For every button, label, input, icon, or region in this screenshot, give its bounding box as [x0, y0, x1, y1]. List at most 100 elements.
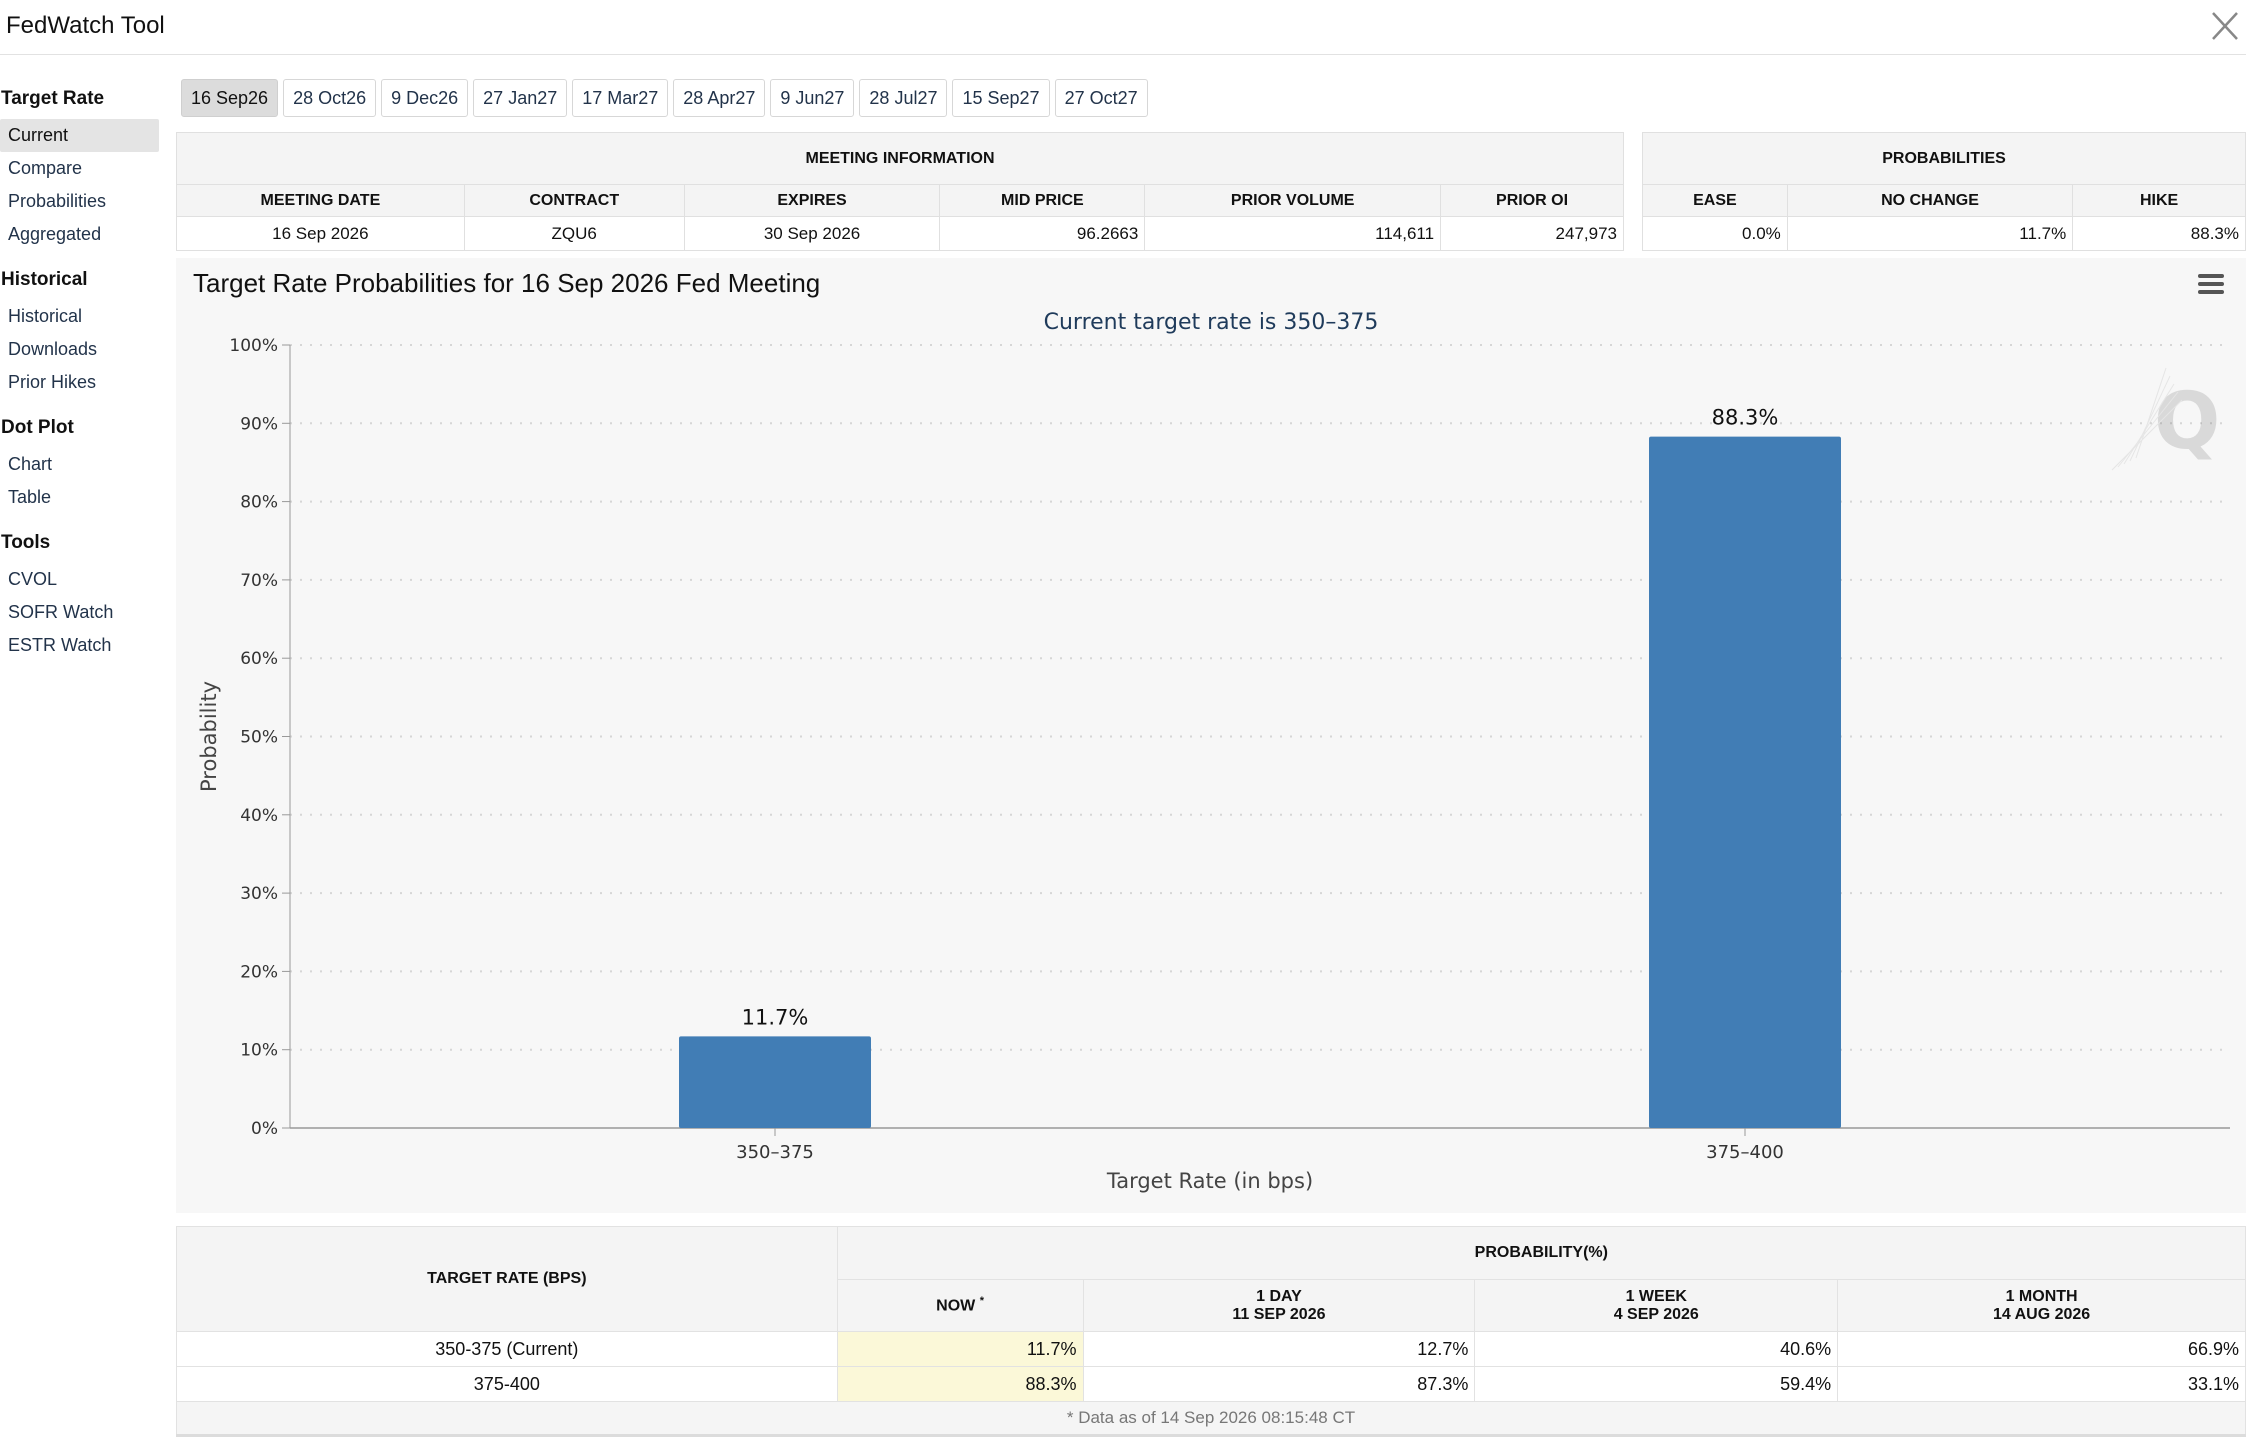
y-tick-label: 40%: [240, 806, 278, 826]
now-cell: 11.7%: [836, 1331, 1084, 1367]
contract-cell: ZQU6: [463, 216, 685, 251]
table-row: 375-400 88.3% 87.3% 59.4% 33.1%: [176, 1366, 2246, 1402]
sidebar-item-probabilities[interactable]: Probabilities: [8, 191, 107, 211]
column-header: EXPIRES: [683, 184, 941, 217]
x-tick-label: 375–400: [1706, 1142, 1784, 1163]
meeting-tabs: 16 Sep26 28 Oct26 9 Dec26 27 Jan27 17 Ma…: [181, 79, 1148, 117]
rate-cell: 375-400: [176, 1366, 838, 1402]
sidebar-item-cvol[interactable]: CVOL: [8, 569, 58, 589]
sidebar-item-current[interactable]: Current: [0, 119, 159, 152]
tab-28-apr27[interactable]: 28 Apr27: [673, 79, 766, 117]
column-header: EASE: [1642, 184, 1788, 217]
nav-heading: Dot Plot: [1, 417, 74, 438]
data-label: 88.3%: [1712, 406, 1779, 430]
target-rate-probability-table: TARGET RATE (BPS) PROBABILITY(%) NOW * 1…: [176, 1226, 2246, 1437]
nav-heading: Tools: [1, 532, 51, 553]
tab-27-oct27[interactable]: 27 Oct27: [1054, 79, 1148, 117]
sidebar-item-chart[interactable]: Chart: [8, 454, 53, 474]
one-week-header: 1 WEEK 4 SEP 2026: [1474, 1279, 1839, 1332]
nav-section-historical: Historical Historical Downloads Prior Hi…: [0, 259, 160, 399]
now-header: NOW *: [836, 1279, 1084, 1332]
data-label: 11.7%: [742, 1005, 809, 1029]
y-axis-title: Probability: [197, 681, 221, 792]
tab-28-jul27[interactable]: 28 Jul27: [859, 79, 948, 117]
column-header: MEETING DATE: [176, 184, 465, 217]
column-header: MID PRICE: [939, 184, 1146, 217]
one-day-cell: 87.3%: [1082, 1366, 1476, 1402]
app-title: FedWatch Tool: [6, 12, 165, 39]
tab-9-jun27[interactable]: 9 Jun27: [770, 79, 855, 117]
chart-title: Target Rate Probabilities for 16 Sep 202…: [193, 268, 821, 298]
y-tick-label: 100%: [229, 336, 278, 356]
one-week-cell: 40.6%: [1474, 1331, 1839, 1367]
sidebar-item-sofr-watch[interactable]: SOFR Watch: [8, 602, 114, 622]
hike-cell: 88.3%: [2072, 216, 2246, 251]
tab-15-sep27[interactable]: 15 Sep27: [952, 79, 1050, 117]
table-row: 16 Sep 2026 ZQU6 30 Sep 2026 96.2663 114…: [176, 216, 1624, 251]
one-day-cell: 12.7%: [1082, 1331, 1476, 1367]
tab-16-sep26[interactable]: 16 Sep26: [181, 79, 279, 117]
probabilities-table: PROBABILITIES EASE NO CHANGE HIKE 0.0% 1…: [1642, 132, 2246, 251]
table-row: 0.0% 11.7% 88.3%: [1642, 216, 2246, 251]
one-week-cell: 59.4%: [1474, 1366, 1839, 1402]
sidebar-nav: Target Rate Current Compare Probabilitie…: [0, 78, 160, 670]
y-tick-label: 90%: [240, 414, 278, 434]
nav-section-tools: Tools CVOL SOFR Watch ESTR Watch: [0, 522, 160, 662]
bar: [1649, 436, 1841, 1129]
chart-subtitle: Current target rate is 350–375: [1044, 310, 1379, 335]
data-timestamp-footnote: * Data as of 14 Sep 2026 08:15:48 CT: [176, 1401, 2246, 1436]
sidebar-item-table[interactable]: Table: [8, 487, 52, 507]
nav-heading: Target Rate: [1, 88, 105, 109]
meeting-info-caption: MEETING INFORMATION: [176, 132, 1624, 185]
column-header: PRIOR VOLUME: [1144, 184, 1442, 217]
y-tick-label: 80%: [240, 493, 278, 513]
footnote-star: *: [979, 1295, 985, 1308]
svg-text:Q: Q: [2154, 377, 2220, 467]
bar: [679, 1036, 871, 1128]
chart-panel: 0% 10% 20% 30% 40% 50% 60% 70% 80% 90% 100% Current…: [176, 258, 2246, 1213]
table-row: 350-375 (Current) 11.7% 12.7% 40.6% 66.9…: [176, 1331, 2246, 1367]
nav-section-dot-plot: Dot Plot Chart Table: [0, 407, 160, 514]
probability-bar-chart: 0% 10% 20% 30% 40% 50% 60% 70% 80% 90% 100% Current…: [197, 310, 2230, 1193]
close-icon[interactable]: [2210, 10, 2240, 42]
sidebar-item-estr-watch[interactable]: ESTR Watch: [8, 635, 112, 655]
y-tick-label: 50%: [240, 728, 278, 748]
meeting-date-cell: 16 Sep 2026: [176, 216, 465, 251]
x-tick-label: 350–375: [736, 1142, 814, 1163]
sidebar-item-prior-hikes[interactable]: Prior Hikes: [8, 372, 97, 392]
target-rate-header: TARGET RATE (BPS): [176, 1226, 838, 1332]
y-tick-label: 60%: [240, 649, 278, 669]
y-tick-label: 0%: [251, 1119, 278, 1139]
probability-header: PROBABILITY(%): [836, 1226, 2246, 1280]
expires-cell: 30 Sep 2026: [683, 216, 941, 251]
tab-27-jan27[interactable]: 27 Jan27: [473, 79, 568, 117]
sidebar-item-aggregated[interactable]: Aggregated: [8, 224, 102, 244]
sidebar-item-compare[interactable]: Compare: [8, 158, 83, 178]
probabilities-caption: PROBABILITIES: [1642, 132, 2246, 185]
no-change-cell: 11.7%: [1786, 216, 2074, 251]
column-header: HIKE: [2072, 184, 2246, 217]
prior-volume-cell: 114,611: [1144, 216, 1442, 251]
sidebar-item-historical[interactable]: Historical: [8, 306, 83, 326]
nav-section-target-rate: Target Rate Current Compare Probabilitie…: [0, 78, 160, 251]
y-tick-label: 10%: [240, 1041, 278, 1061]
tab-9-dec26[interactable]: 9 Dec26: [381, 79, 469, 117]
meeting-info-table: MEETING INFORMATION MEETING DATE CONTRAC…: [176, 132, 1624, 251]
sidebar-item-downloads[interactable]: Downloads: [8, 339, 98, 359]
hamburger-menu-icon[interactable]: [2198, 274, 2224, 298]
one-day-header: 1 DAY 11 SEP 2026: [1082, 1279, 1476, 1332]
column-header: PRIOR OI: [1440, 184, 1624, 217]
tab-28-oct26[interactable]: 28 Oct26: [283, 79, 377, 117]
one-month-cell: 33.1%: [1837, 1366, 2246, 1402]
mid-price-cell: 96.2663: [939, 216, 1146, 251]
tab-17-mar27[interactable]: 17 Mar27: [572, 79, 669, 117]
watermark-logo: Q: [2111, 367, 2220, 471]
rate-cell: 350-375 (Current): [176, 1331, 838, 1367]
y-tick-label: 70%: [240, 571, 278, 591]
one-month-cell: 66.9%: [1837, 1331, 2246, 1367]
x-axis-title: Target Rate (in bps): [1106, 1169, 1313, 1193]
y-tick-label: 30%: [240, 884, 278, 904]
ease-cell: 0.0%: [1642, 216, 1788, 251]
column-header: NO CHANGE: [1786, 184, 2074, 217]
now-cell: 88.3%: [836, 1366, 1084, 1402]
